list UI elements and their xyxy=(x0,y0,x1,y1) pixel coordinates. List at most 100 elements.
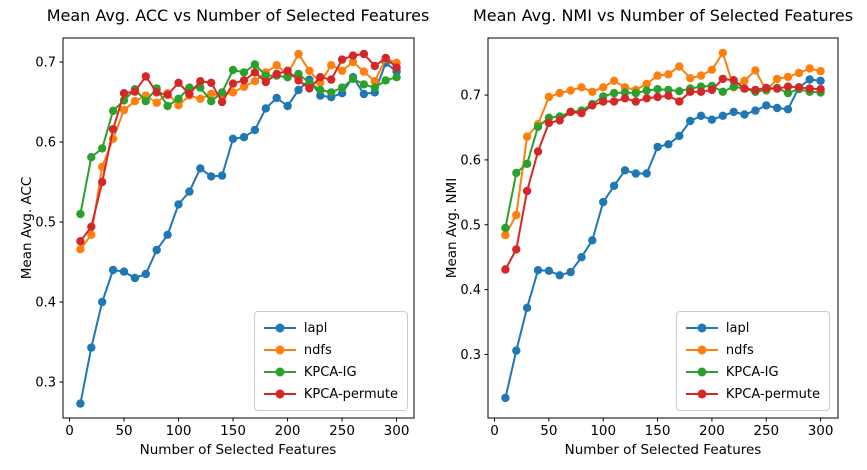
legend-item-ndfs: ndfs xyxy=(685,341,820,359)
acc-series-ndfs xyxy=(76,49,401,254)
data-point-marker xyxy=(675,62,684,71)
data-point-marker xyxy=(185,89,194,99)
data-point-marker xyxy=(163,90,172,100)
data-point-marker xyxy=(294,49,303,59)
legend-item-kpca-permute: KPCA-permute xyxy=(685,385,820,403)
data-point-marker xyxy=(272,69,281,79)
nmi-legend: lapl ndfs KPCA-IG KPCA-permute xyxy=(675,311,830,411)
data-point-marker xyxy=(130,97,140,106)
data-point-marker xyxy=(675,131,684,141)
nmi-chart: 0.3 0.4 0.5 0.6 0.7 0 50 100 150 200 250 300 xyxy=(460,37,839,439)
acc-chart: 0.3 0.4 0.5 0.6 0.7 0 50 100 150 200 250 300 xyxy=(35,37,415,439)
acc-xtick-label: 200 xyxy=(275,423,301,439)
data-point-marker xyxy=(228,134,238,143)
data-point-marker xyxy=(207,78,216,88)
data-point-marker xyxy=(686,74,695,83)
data-point-marker xyxy=(250,125,260,135)
data-point-marker xyxy=(555,271,564,280)
legend-label: KPCA-permute xyxy=(303,386,398,402)
data-point-marker xyxy=(98,297,107,307)
nmi-xtick-label: 300 xyxy=(808,423,834,439)
acc-xtick-label: 300 xyxy=(384,423,410,439)
data-point-marker xyxy=(772,74,782,84)
data-point-marker xyxy=(152,98,161,108)
data-point-marker xyxy=(185,187,194,196)
data-point-marker xyxy=(501,223,510,233)
data-point-marker xyxy=(664,91,673,100)
data-point-marker xyxy=(359,89,369,99)
data-point-marker xyxy=(664,70,673,79)
data-point-marker xyxy=(522,159,532,168)
acc-ytick-label: 0.7 xyxy=(35,56,56,71)
data-point-marker xyxy=(512,210,521,220)
legend-item-kpca-ig: KPCA-IG xyxy=(263,363,398,381)
data-point-marker xyxy=(305,66,314,76)
data-point-marker xyxy=(664,140,673,149)
data-point-marker xyxy=(174,101,183,110)
data-point-marker xyxy=(555,88,564,98)
data-point-marker xyxy=(653,85,662,94)
data-point-marker xyxy=(588,236,597,245)
nmi-series-lapl xyxy=(501,75,825,403)
data-point-marker xyxy=(740,76,749,86)
nmi-plot-frame xyxy=(487,37,839,419)
data-point-marker xyxy=(185,83,194,92)
data-point-marker xyxy=(577,253,586,262)
nmi-ytick-label: 0.5 xyxy=(460,218,481,233)
acc-ytick-label: 0.3 xyxy=(35,376,56,391)
legend-label: ndfs xyxy=(725,342,754,358)
data-point-marker xyxy=(283,101,292,111)
data-point-marker xyxy=(544,118,554,128)
data-point-marker xyxy=(337,55,347,64)
data-point-marker xyxy=(522,186,532,196)
data-point-marker xyxy=(250,60,260,69)
data-point-marker xyxy=(794,68,804,78)
legend-item-lapl: lapl xyxy=(685,319,820,337)
nmi-xtick-label: 200 xyxy=(699,423,725,439)
legend-item-lapl: lapl xyxy=(263,319,398,337)
data-point-marker xyxy=(772,84,782,93)
data-point-marker xyxy=(707,85,717,95)
data-point-marker xyxy=(599,97,608,106)
data-point-marker xyxy=(577,109,586,118)
acc-xtick-label: 100 xyxy=(166,423,192,439)
data-point-marker xyxy=(272,93,281,103)
legend-item-kpca-ig: KPCA-IG xyxy=(685,363,820,381)
data-point-marker xyxy=(261,71,270,80)
data-point-marker xyxy=(522,303,532,312)
data-point-marker xyxy=(196,77,205,86)
legend-label: ndfs xyxy=(303,342,332,358)
data-point-marker xyxy=(348,74,358,84)
nmi-ytick-label: 0.3 xyxy=(460,348,481,363)
acc-ytick-label: 0.4 xyxy=(35,296,56,311)
data-point-marker xyxy=(544,92,554,102)
data-point-marker xyxy=(751,66,760,75)
nmi-chart-title: Mean Avg. NMI vs Number of Selected Feat… xyxy=(472,6,854,25)
data-point-marker xyxy=(163,230,172,239)
data-point-marker xyxy=(327,60,336,70)
data-point-marker xyxy=(512,346,521,355)
data-point-marker xyxy=(239,133,249,142)
ndfs-line-marker-icon xyxy=(263,344,296,356)
data-point-marker xyxy=(327,75,336,84)
data-point-marker xyxy=(98,144,107,153)
legend-item-kpca-permute: KPCA-permute xyxy=(263,385,398,403)
acc-legend: lapl ndfs KPCA-IG KPCA-permute xyxy=(253,311,408,411)
data-point-marker xyxy=(381,53,390,63)
data-point-marker xyxy=(751,106,760,115)
data-point-marker xyxy=(653,142,662,152)
acc-xtick-label: 0 xyxy=(65,423,74,439)
data-point-marker xyxy=(250,77,260,86)
data-point-marker xyxy=(718,87,727,97)
data-point-marker xyxy=(119,105,129,115)
acc-xtick-label: 150 xyxy=(220,423,246,439)
data-point-marker xyxy=(675,97,684,106)
data-point-marker xyxy=(631,88,640,98)
data-point-marker xyxy=(370,77,379,86)
legend-label: KPCA-permute xyxy=(725,386,820,402)
data-point-marker xyxy=(707,65,717,75)
data-point-marker xyxy=(664,85,673,95)
data-point-marker xyxy=(327,88,336,97)
data-point-marker xyxy=(620,94,630,103)
data-point-marker xyxy=(533,147,543,156)
